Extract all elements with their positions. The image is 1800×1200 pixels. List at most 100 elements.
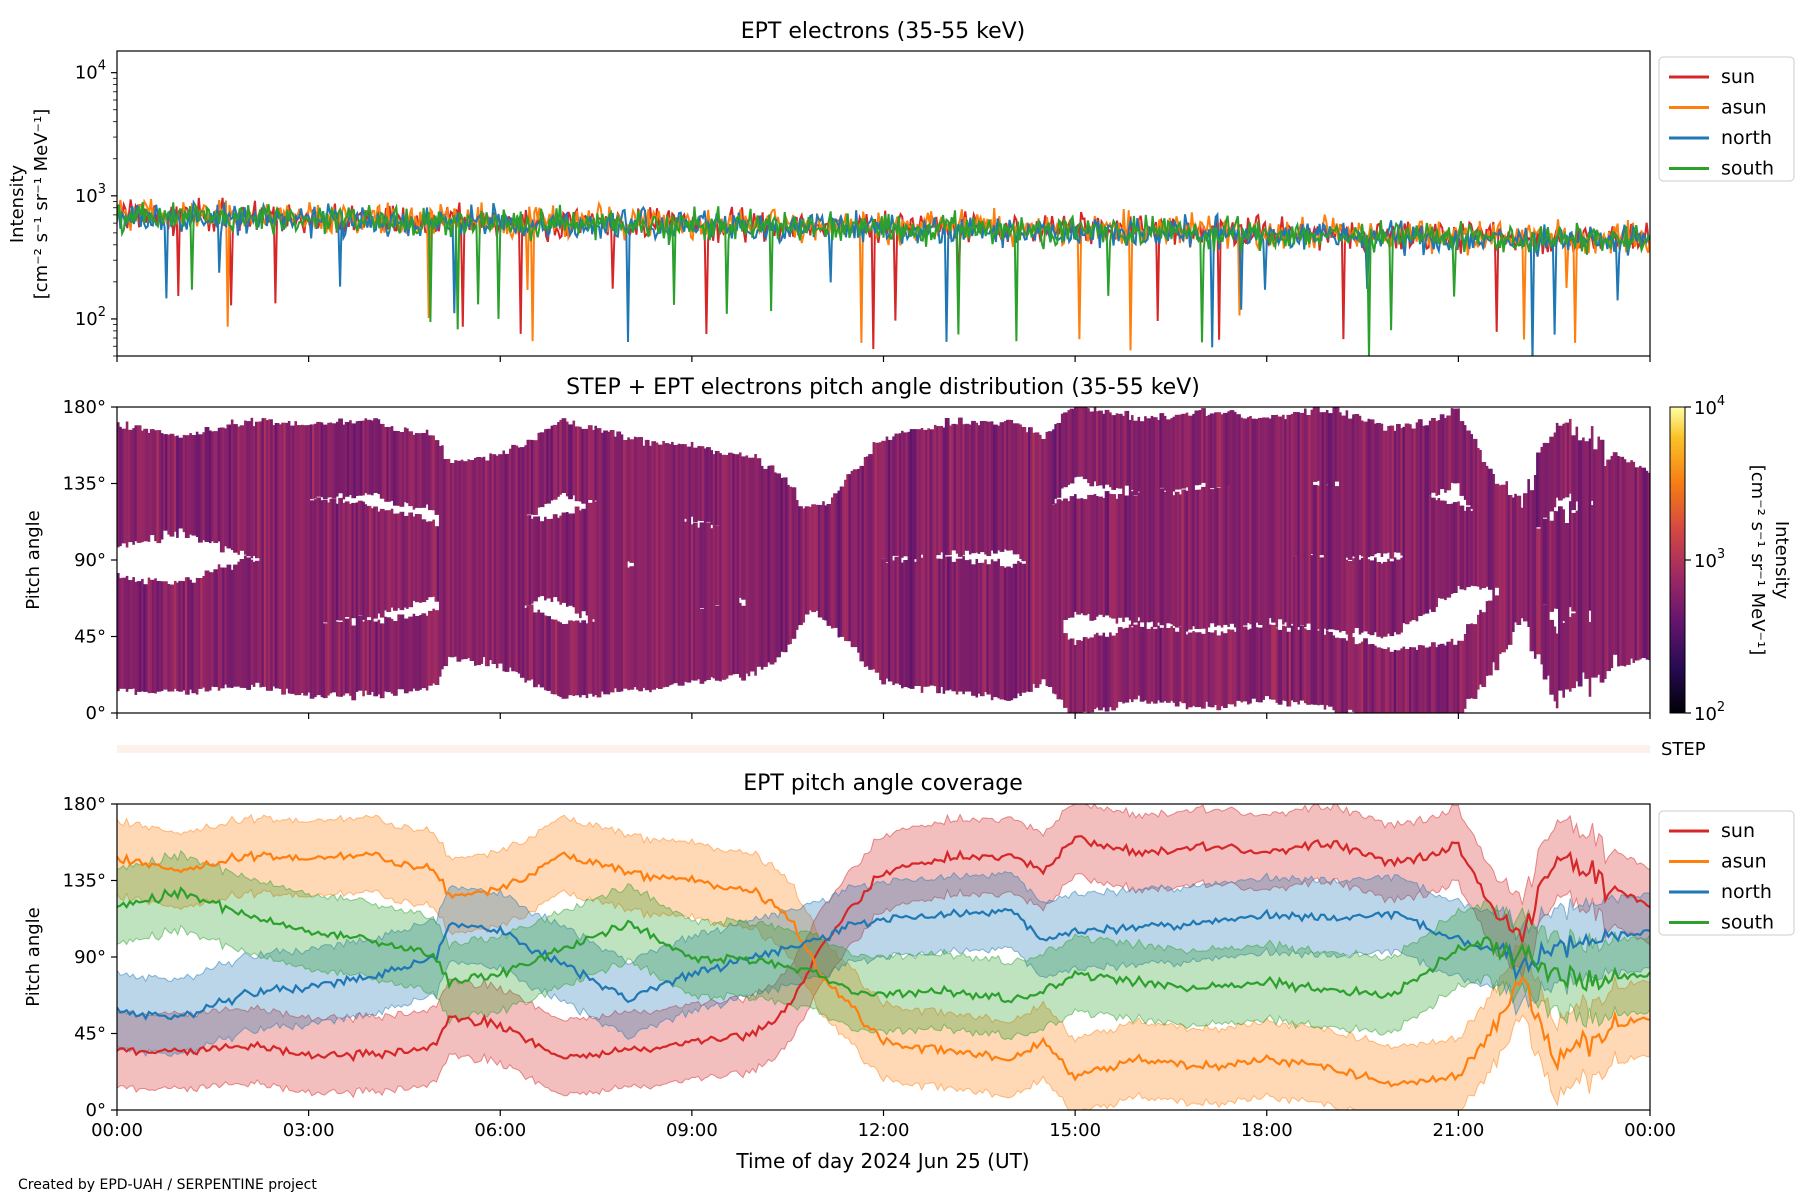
pad-cell bbox=[1639, 465, 1642, 660]
pad-cell bbox=[309, 500, 313, 699]
pad-cell bbox=[1531, 490, 1535, 652]
pad-cell bbox=[414, 514, 418, 603]
pad-cell bbox=[1014, 423, 1018, 555]
legend-label-north: north bbox=[1721, 127, 1772, 149]
pad-cell bbox=[366, 505, 370, 618]
pad-cell bbox=[1391, 651, 1395, 713]
pad-cell bbox=[741, 605, 744, 681]
pad-cell bbox=[690, 441, 694, 517]
pad-cell bbox=[1448, 415, 1452, 491]
pad-cell bbox=[1314, 484, 1318, 705]
pad-y-label: Pitch angle bbox=[23, 510, 44, 609]
pad-cell bbox=[714, 526, 718, 606]
pad-cell bbox=[421, 613, 424, 689]
pad-cell bbox=[1544, 442, 1548, 518]
pad-cell bbox=[298, 425, 302, 696]
coverage-panel-title: EPT pitch angle coverage bbox=[743, 771, 1023, 796]
pad-cell bbox=[627, 437, 630, 562]
pad-cell bbox=[1034, 432, 1038, 688]
pad-cell bbox=[294, 421, 297, 696]
pad-cell bbox=[149, 429, 153, 536]
pad-cell bbox=[1030, 427, 1033, 692]
coverage-y-label: Pitch angle bbox=[23, 907, 44, 1006]
pad-cell bbox=[1588, 438, 1592, 611]
pad-cell bbox=[679, 444, 683, 686]
pad-cell bbox=[283, 422, 287, 695]
pad-cell bbox=[130, 429, 133, 543]
x-tick-label: 00:00 bbox=[91, 1120, 143, 1141]
pad-cell bbox=[936, 558, 939, 694]
pad-cell bbox=[1310, 555, 1314, 705]
pad-cell bbox=[563, 418, 567, 493]
pad-cell bbox=[1406, 423, 1410, 625]
pad-cell bbox=[1308, 415, 1311, 624]
pad-cell bbox=[421, 519, 424, 603]
pad-cell bbox=[804, 506, 808, 615]
pad-cell bbox=[149, 579, 153, 693]
pad-cell bbox=[436, 610, 440, 685]
pad-cell bbox=[1474, 438, 1478, 587]
pad-cell bbox=[609, 430, 613, 693]
pad-cell bbox=[1568, 616, 1572, 692]
pad-cell bbox=[390, 426, 394, 501]
pad-cell bbox=[1586, 441, 1590, 679]
pad-cell bbox=[1457, 640, 1460, 713]
pad-cell bbox=[1426, 425, 1430, 614]
pad-cell bbox=[574, 426, 578, 502]
pad-cell bbox=[384, 616, 387, 692]
pad-cell bbox=[1544, 518, 1548, 605]
pad-cell bbox=[364, 504, 368, 691]
pad-cell bbox=[1247, 417, 1250, 623]
pad-cell bbox=[364, 418, 368, 494]
pad-cell bbox=[375, 506, 379, 619]
pad-cell bbox=[936, 426, 939, 556]
pad-cell bbox=[392, 621, 396, 696]
pad-cell bbox=[552, 514, 556, 598]
pad-cell bbox=[657, 444, 661, 689]
legend-frame bbox=[1658, 810, 1795, 936]
pad-cell bbox=[559, 419, 562, 495]
pad-cell bbox=[1479, 449, 1482, 590]
pad-cell bbox=[629, 566, 633, 690]
pad-cell bbox=[1174, 414, 1178, 490]
pad-cell bbox=[885, 562, 889, 679]
pad-cell bbox=[1229, 629, 1233, 705]
pad-cell bbox=[594, 501, 598, 696]
pad-cell bbox=[947, 556, 950, 691]
pad-cell bbox=[193, 435, 197, 536]
pad-cell bbox=[178, 580, 181, 692]
pad-cell bbox=[1614, 452, 1618, 655]
pad-cell bbox=[1201, 486, 1204, 629]
pad-cell bbox=[898, 433, 902, 685]
pad-cell bbox=[903, 432, 906, 557]
pad-cell bbox=[688, 446, 692, 683]
pad-cell bbox=[1437, 644, 1441, 713]
pad-cell bbox=[274, 423, 278, 689]
pad-cell bbox=[1328, 631, 1331, 707]
pad-cell bbox=[1183, 489, 1187, 704]
pad-cell bbox=[381, 623, 385, 699]
pad-cell bbox=[458, 460, 462, 662]
pad-cell bbox=[605, 430, 608, 695]
pad-cell bbox=[1021, 427, 1025, 562]
pad-cell bbox=[408, 431, 411, 507]
pad-cell bbox=[949, 556, 952, 690]
pad-cell bbox=[344, 618, 348, 694]
pad-cell bbox=[1192, 413, 1195, 627]
pad-cell bbox=[300, 424, 304, 693]
pad-cell bbox=[721, 454, 725, 680]
pad-cell bbox=[1288, 414, 1292, 628]
pad-cell bbox=[1555, 633, 1559, 709]
pad-cell bbox=[535, 440, 538, 515]
pad-cell bbox=[1374, 645, 1377, 713]
pad-cell bbox=[1172, 628, 1176, 703]
pad-cell bbox=[1389, 651, 1392, 713]
pad-cell bbox=[154, 430, 157, 542]
pad-cell bbox=[1168, 628, 1171, 703]
pad-cell bbox=[252, 426, 256, 556]
pad-cell bbox=[1109, 412, 1112, 488]
step-strip-panel: STEP bbox=[117, 739, 1706, 760]
pad-cell bbox=[1444, 418, 1447, 493]
pad-cell bbox=[1056, 423, 1060, 498]
pad-cell bbox=[119, 426, 122, 547]
